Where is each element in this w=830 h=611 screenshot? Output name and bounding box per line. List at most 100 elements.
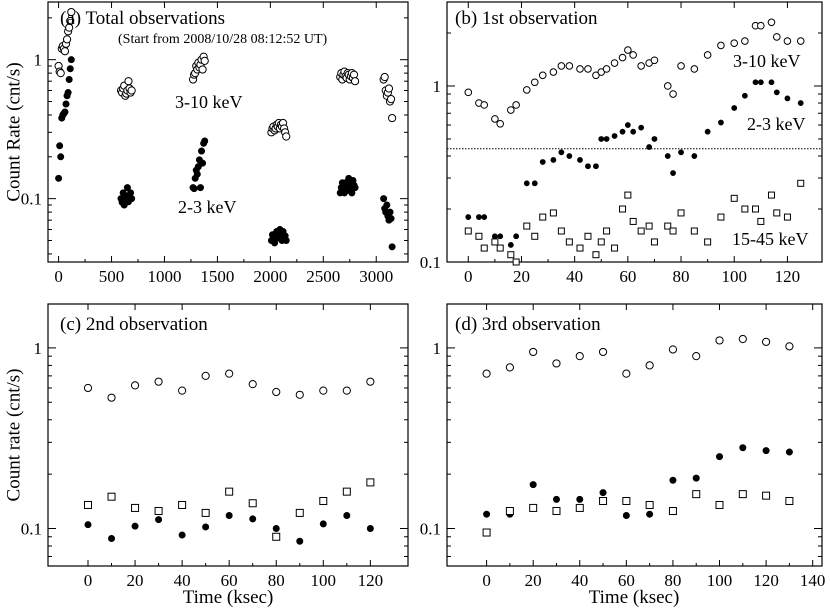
data-point xyxy=(598,347,608,357)
data-point xyxy=(629,51,637,59)
series-label: 3-10 keV xyxy=(175,92,242,112)
data-point xyxy=(603,227,611,235)
data-point xyxy=(248,499,257,508)
data-point xyxy=(193,170,201,178)
x-tick-label: 20 xyxy=(127,571,144,590)
data-point xyxy=(767,18,776,27)
series-3-10-kev xyxy=(464,18,805,128)
panel-b: 0 20 40 60 80 100 120 0.1 1 3-10 keV 2-3 keV 15-45 … xyxy=(420,1,823,286)
data-point xyxy=(630,128,637,135)
data-point xyxy=(558,149,565,156)
data-point xyxy=(645,500,654,509)
data-point xyxy=(65,75,73,83)
data-point xyxy=(731,105,738,111)
data-point xyxy=(386,95,396,104)
x-tick-label: 60 xyxy=(618,571,635,590)
data-point xyxy=(198,65,207,74)
x-tick-label: 500 xyxy=(99,267,125,286)
data-point xyxy=(384,84,394,93)
data-point xyxy=(529,481,537,489)
data-point xyxy=(783,37,792,45)
series-label: 15-45 keV xyxy=(732,229,808,249)
data-point xyxy=(84,521,92,529)
x-tick-label: 60 xyxy=(221,571,238,590)
data-point xyxy=(622,512,630,520)
x-tick-label: 20 xyxy=(525,571,542,590)
data-point xyxy=(668,345,678,354)
data-point xyxy=(131,522,139,530)
data-point xyxy=(741,205,749,213)
data-point xyxy=(692,474,700,482)
data-point xyxy=(738,334,747,344)
data-point xyxy=(107,393,116,402)
data-point xyxy=(155,516,163,524)
data-point xyxy=(651,136,658,142)
data-point xyxy=(773,89,780,96)
data-point xyxy=(388,243,396,251)
data-point xyxy=(497,233,504,240)
data-point xyxy=(523,180,530,187)
data-point xyxy=(507,106,515,114)
x-tick-label: 40 xyxy=(566,267,583,286)
data-point xyxy=(575,503,584,512)
data-point xyxy=(512,101,520,109)
x-tick-label: 0 xyxy=(464,267,473,286)
data-point xyxy=(387,214,395,222)
data-point xyxy=(481,214,488,220)
data-point xyxy=(383,201,391,209)
data-point xyxy=(272,532,281,541)
x-tick-label: 100 xyxy=(311,571,337,590)
series-3-10-kev xyxy=(482,334,794,378)
data-point xyxy=(67,56,75,64)
x-tick-label: 1000 xyxy=(147,267,181,286)
series-15-45-kev xyxy=(464,179,805,266)
data-point xyxy=(785,342,794,351)
data-point xyxy=(319,520,327,528)
data-point xyxy=(123,184,131,192)
data-point xyxy=(248,380,257,389)
series-3-10-kev xyxy=(54,7,397,141)
data-point xyxy=(529,503,538,512)
data-point xyxy=(178,386,187,395)
y-tick-label: 0.1 xyxy=(21,190,42,209)
x-axis-label: Time (ksec) xyxy=(589,587,680,608)
data-point xyxy=(602,65,611,73)
data-point xyxy=(295,390,304,399)
data-point xyxy=(350,77,360,86)
data-point xyxy=(677,209,685,217)
data-point xyxy=(83,383,93,393)
data-point xyxy=(610,59,619,67)
data-point xyxy=(692,352,701,361)
data-point xyxy=(624,191,632,199)
data-point xyxy=(576,495,584,503)
data-point xyxy=(797,179,805,187)
data-point xyxy=(598,136,605,142)
x-tick-label: 80 xyxy=(664,571,681,590)
data-point xyxy=(491,233,498,240)
data-point xyxy=(752,205,760,213)
data-point xyxy=(592,71,600,80)
data-point xyxy=(480,101,489,109)
data-point xyxy=(201,137,209,145)
data-point xyxy=(645,361,654,370)
data-point xyxy=(738,490,747,499)
data-point xyxy=(757,217,765,225)
data-point xyxy=(513,233,520,240)
data-point xyxy=(757,21,765,30)
data-point xyxy=(704,238,712,246)
data-point xyxy=(496,244,504,252)
panel-title: (b) 1st observation xyxy=(455,8,598,29)
data-point xyxy=(585,163,591,170)
data-point xyxy=(597,238,605,246)
data-point xyxy=(575,352,584,361)
data-point xyxy=(482,369,491,378)
data-point xyxy=(60,47,70,56)
data-point xyxy=(584,232,592,240)
data-point xyxy=(566,153,573,159)
panel-subtitle: (Start from 2008/10/28 08:12:52 UT) xyxy=(118,32,328,47)
x-tick-label: 20 xyxy=(513,267,530,286)
data-point xyxy=(678,149,684,156)
data-point xyxy=(342,386,351,395)
series-15-45-kev xyxy=(482,490,794,537)
